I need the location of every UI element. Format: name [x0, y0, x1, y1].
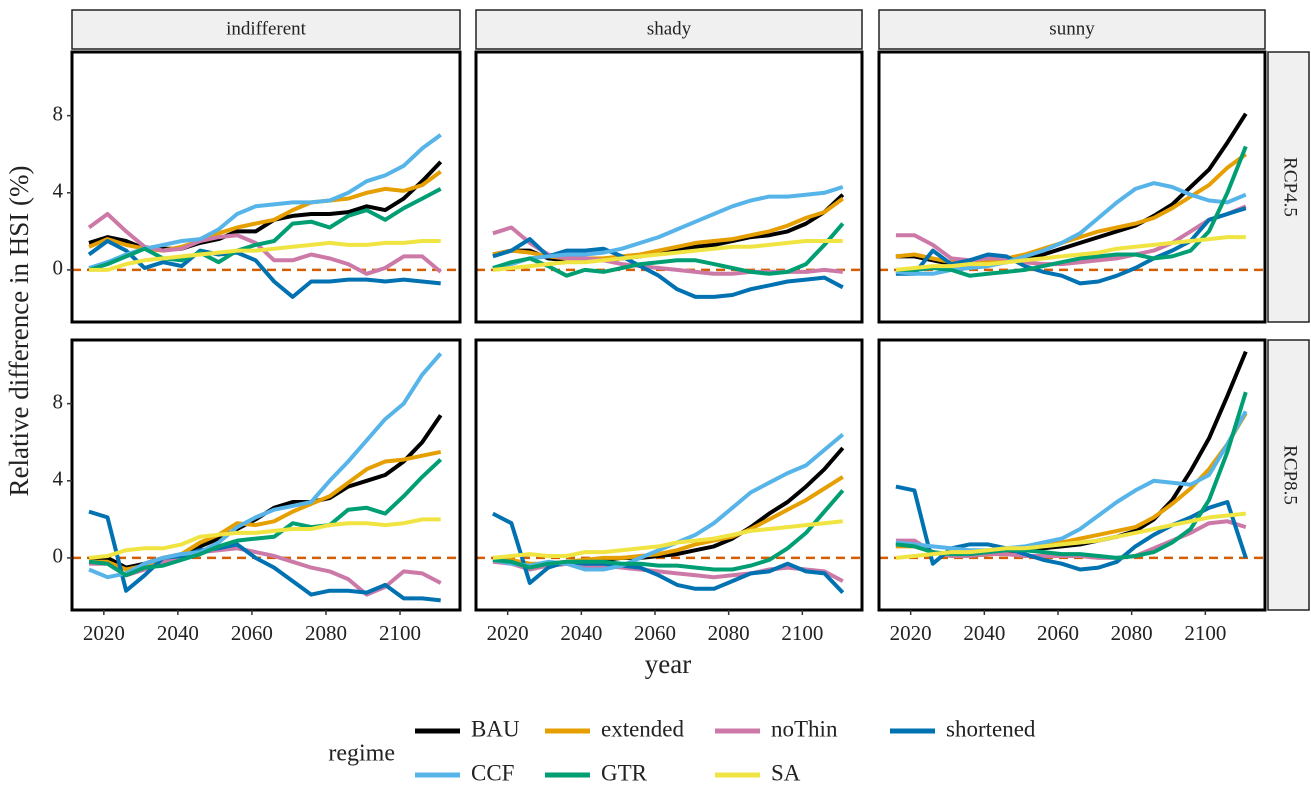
legend-label: GTR [601, 760, 648, 785]
facet-label: shady [647, 18, 692, 39]
facet-strip [878, 9, 1266, 50]
x-tick-label: 2100 [1184, 621, 1226, 645]
x-tick-label: 2060 [634, 621, 676, 645]
x-tick-label: 2100 [379, 621, 421, 645]
series-line [895, 235, 1246, 272]
x-tick-label: 2060 [1037, 621, 1079, 645]
series-line [492, 239, 843, 272]
y-tick-label: 8 [53, 101, 64, 125]
panel-border [474, 338, 864, 612]
panel-border [877, 338, 1267, 612]
x-tick-label: 2020 [83, 621, 125, 645]
series-line [492, 489, 845, 572]
series-line [88, 414, 443, 570]
series-line [895, 511, 1247, 560]
x-tick-label: 2040 [963, 621, 1005, 645]
y-tick-label: 4 [53, 467, 64, 491]
y-tick-label: 0 [53, 544, 64, 568]
x-tick-label: 2080 [708, 621, 750, 645]
legend-label: shortened [946, 716, 1036, 741]
legend-label: BAU [471, 716, 520, 741]
series-line [88, 187, 442, 272]
series-line [895, 410, 1248, 553]
x-tick-label: 2080 [305, 621, 347, 645]
facet-label: RCP8.5 [1280, 445, 1301, 505]
series-line [491, 511, 845, 594]
x-tick-label: 2040 [157, 621, 199, 645]
series-line [88, 517, 441, 560]
legend-label: CCF [471, 760, 514, 785]
series-line [895, 204, 1247, 267]
y-tick-label: 8 [53, 389, 64, 413]
series-line [492, 222, 845, 278]
legend-label: SA [771, 760, 801, 785]
x-tick-label: 2020 [890, 621, 932, 645]
series-line [88, 509, 441, 603]
series-line [895, 112, 1248, 269]
x-axis-label: year [645, 649, 691, 679]
series-line [492, 475, 844, 566]
panel-border [70, 50, 462, 324]
x-tick-label: 2040 [560, 621, 602, 645]
series-line [88, 352, 443, 580]
facet-strip [71, 9, 461, 50]
y-axis-label: Relative difference in HSI (%) [4, 166, 34, 497]
series-line [895, 145, 1248, 278]
x-tick-label: 2080 [1111, 621, 1153, 645]
facet-label: sunny [1049, 18, 1095, 39]
facet-label: indifferent [226, 18, 307, 39]
panel-border [70, 338, 462, 612]
panel-border [877, 50, 1267, 324]
series-line [88, 458, 443, 578]
y-tick-label: 0 [53, 256, 64, 280]
series-line [87, 239, 441, 299]
facet-strip [1267, 51, 1310, 323]
x-tick-label: 2060 [231, 621, 273, 645]
facet-strip [1267, 339, 1310, 611]
series-line [89, 449, 442, 572]
legend-label: noThin [771, 716, 838, 741]
x-tick-label: 2100 [781, 621, 823, 645]
y-tick-label: 4 [53, 179, 64, 203]
series-line [88, 169, 442, 253]
x-tick-label: 2020 [487, 621, 529, 645]
series-line [89, 239, 441, 272]
facet-strip [475, 9, 863, 50]
panel-border [474, 50, 864, 324]
series-line [492, 519, 844, 560]
series-line [492, 185, 844, 270]
legend-label: extended [601, 716, 685, 741]
legend-title: regime [328, 741, 395, 767]
facet-label: RCP4.5 [1280, 157, 1301, 217]
